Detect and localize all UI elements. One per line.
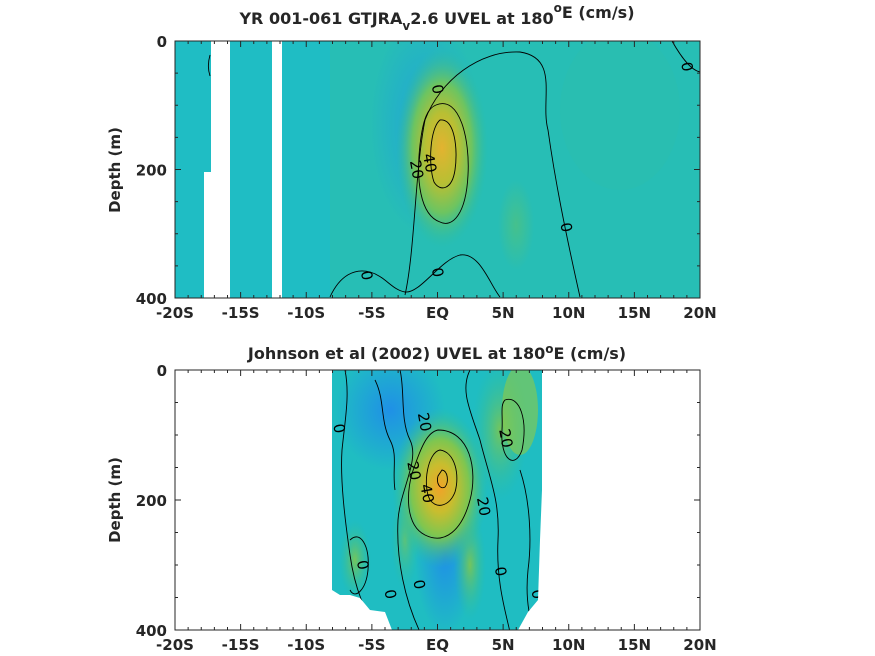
panel1-missing-band xyxy=(211,41,230,298)
contour-label: 20 xyxy=(473,496,494,518)
panel2-y-label: Depth (m) xyxy=(106,457,124,543)
panel2-title: Johnson et al (2002) UVEL at 180oE (cm/s… xyxy=(247,342,626,363)
x-tick-label: 5N xyxy=(492,304,515,322)
panel1-contour-40 xyxy=(430,119,457,189)
y-tick-label: 200 xyxy=(136,162,167,180)
x-tick-label: -10S xyxy=(287,636,325,654)
title-part: YR 001-061 GTJRA xyxy=(238,9,403,28)
y-tick-label: 0 xyxy=(157,362,167,380)
panel2-contour-zero-c xyxy=(341,370,379,630)
panel2-contour-zero-b xyxy=(465,370,511,630)
contour-label: 0 xyxy=(353,559,372,572)
panel1-title: YR 001-061 GTJRAv2.6 UVEL at 180oE (cm/s… xyxy=(238,1,634,33)
y-tick-label: 200 xyxy=(136,492,167,510)
x-tick-label: -10S xyxy=(287,304,325,322)
panel1-missing-band xyxy=(204,172,212,298)
contour-label: 0 xyxy=(528,588,547,601)
title-part: v xyxy=(402,19,410,33)
contour-label: 40 xyxy=(419,152,440,174)
title-part: Johnson et al (2002) UVEL at 180 xyxy=(247,344,545,363)
y-tick-label: 400 xyxy=(136,622,167,640)
panel1-contour-zero-c xyxy=(671,41,700,73)
contour-label: 40 xyxy=(416,483,437,505)
panel2-core xyxy=(392,408,488,568)
panel1-missing-band xyxy=(272,41,282,298)
title-part: E (cm/s) xyxy=(562,3,635,22)
contour-label: 0 xyxy=(428,266,447,279)
y-tick-label: 400 xyxy=(136,290,167,308)
contour-label: 20 xyxy=(406,159,427,181)
contour-label: 0 xyxy=(677,60,696,73)
panel1-contour-zero-b xyxy=(329,254,501,298)
x-tick-label: -5S xyxy=(358,304,385,322)
panel2-contour-zero-d xyxy=(374,379,396,491)
panel2-contour-core xyxy=(437,469,448,489)
x-tick-label: -5S xyxy=(358,636,385,654)
x-tick-label: 10N xyxy=(552,636,585,654)
title-part: E (cm/s) xyxy=(553,344,626,363)
x-tick-label: 5N xyxy=(492,636,515,654)
x-tick-label: -20S xyxy=(156,636,194,654)
panel-gtjra: YR 001-061 GTJRAv2.6 UVEL at 180oE (cm/s… xyxy=(106,1,717,322)
title-part: o xyxy=(545,342,553,356)
panel1-x-axis: -20S -15S -10S -5S EQ 5N 10N 15N 20N xyxy=(156,41,717,322)
title-part: 2.6 UVEL at 180 xyxy=(410,9,553,28)
panel1-contour-zero-a xyxy=(404,51,581,298)
panel2-contour-zero-f xyxy=(349,536,369,595)
contour-label: 0 xyxy=(409,578,428,591)
panel1-contour-zero-d xyxy=(208,54,211,77)
contour-label: 0 xyxy=(491,565,510,578)
panel2-contour-40 xyxy=(426,449,458,506)
x-tick-label: -20S xyxy=(156,304,194,322)
panel2-contour-zero-a xyxy=(397,370,421,630)
panel1-core xyxy=(396,48,488,248)
contour-label: 20 xyxy=(495,427,516,449)
contour-label: 0 xyxy=(428,83,447,96)
contour-label: 0 xyxy=(357,269,376,282)
contour-label: 0 xyxy=(329,422,348,435)
panel2-contour-20 xyxy=(407,429,474,539)
panel1-contour-20 xyxy=(418,103,469,224)
panel-johnson: Johnson et al (2002) UVEL at 180oE (cm/s… xyxy=(106,342,717,654)
panel2-contour-20-b xyxy=(501,398,525,461)
panel2-x-axis: -20S -15S -10S -5S EQ 5N 10N 15N 20N xyxy=(156,370,717,654)
x-tick-label: 10N xyxy=(552,304,585,322)
x-tick-label: EQ xyxy=(426,636,449,654)
x-tick-label: 15N xyxy=(618,304,651,322)
contour-label: 20 xyxy=(414,411,435,433)
x-tick-label: 15N xyxy=(618,636,651,654)
contour-label: 0 xyxy=(556,221,575,234)
x-tick-label: -15S xyxy=(222,636,260,654)
x-tick-label: -15S xyxy=(222,304,260,322)
x-tick-label: EQ xyxy=(426,304,449,322)
y-tick-label: 0 xyxy=(157,33,167,51)
contour-label: 0 xyxy=(381,588,400,601)
contour-label: 20 xyxy=(403,460,424,482)
x-tick-label: 20N xyxy=(683,304,716,322)
x-tick-label: 20N xyxy=(683,636,716,654)
panel1-y-label: Depth (m) xyxy=(106,127,124,213)
title-part: o xyxy=(554,1,562,15)
